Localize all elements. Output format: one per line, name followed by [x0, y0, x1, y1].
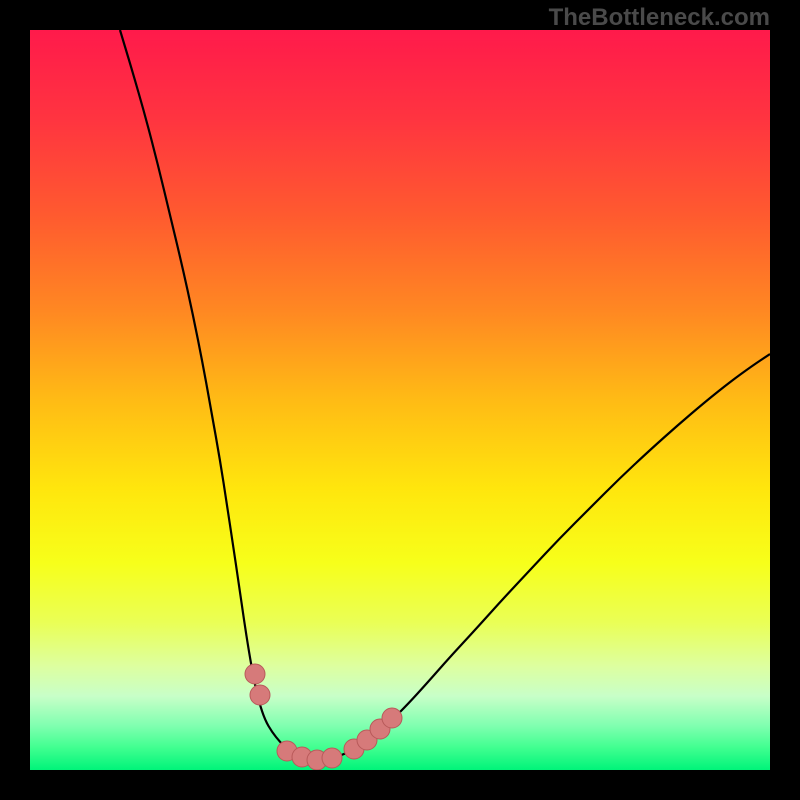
data-marker	[322, 748, 342, 768]
curve-overlay	[30, 30, 770, 770]
data-marker	[245, 664, 265, 684]
curve-right-branch	[315, 354, 770, 760]
plot-area	[30, 30, 770, 770]
watermark-text: TheBottleneck.com	[549, 4, 770, 32]
data-marker	[382, 708, 402, 728]
curve-left-branch	[120, 30, 315, 760]
chart-frame: TheBottleneck.com	[0, 0, 800, 800]
data-marker	[250, 685, 270, 705]
